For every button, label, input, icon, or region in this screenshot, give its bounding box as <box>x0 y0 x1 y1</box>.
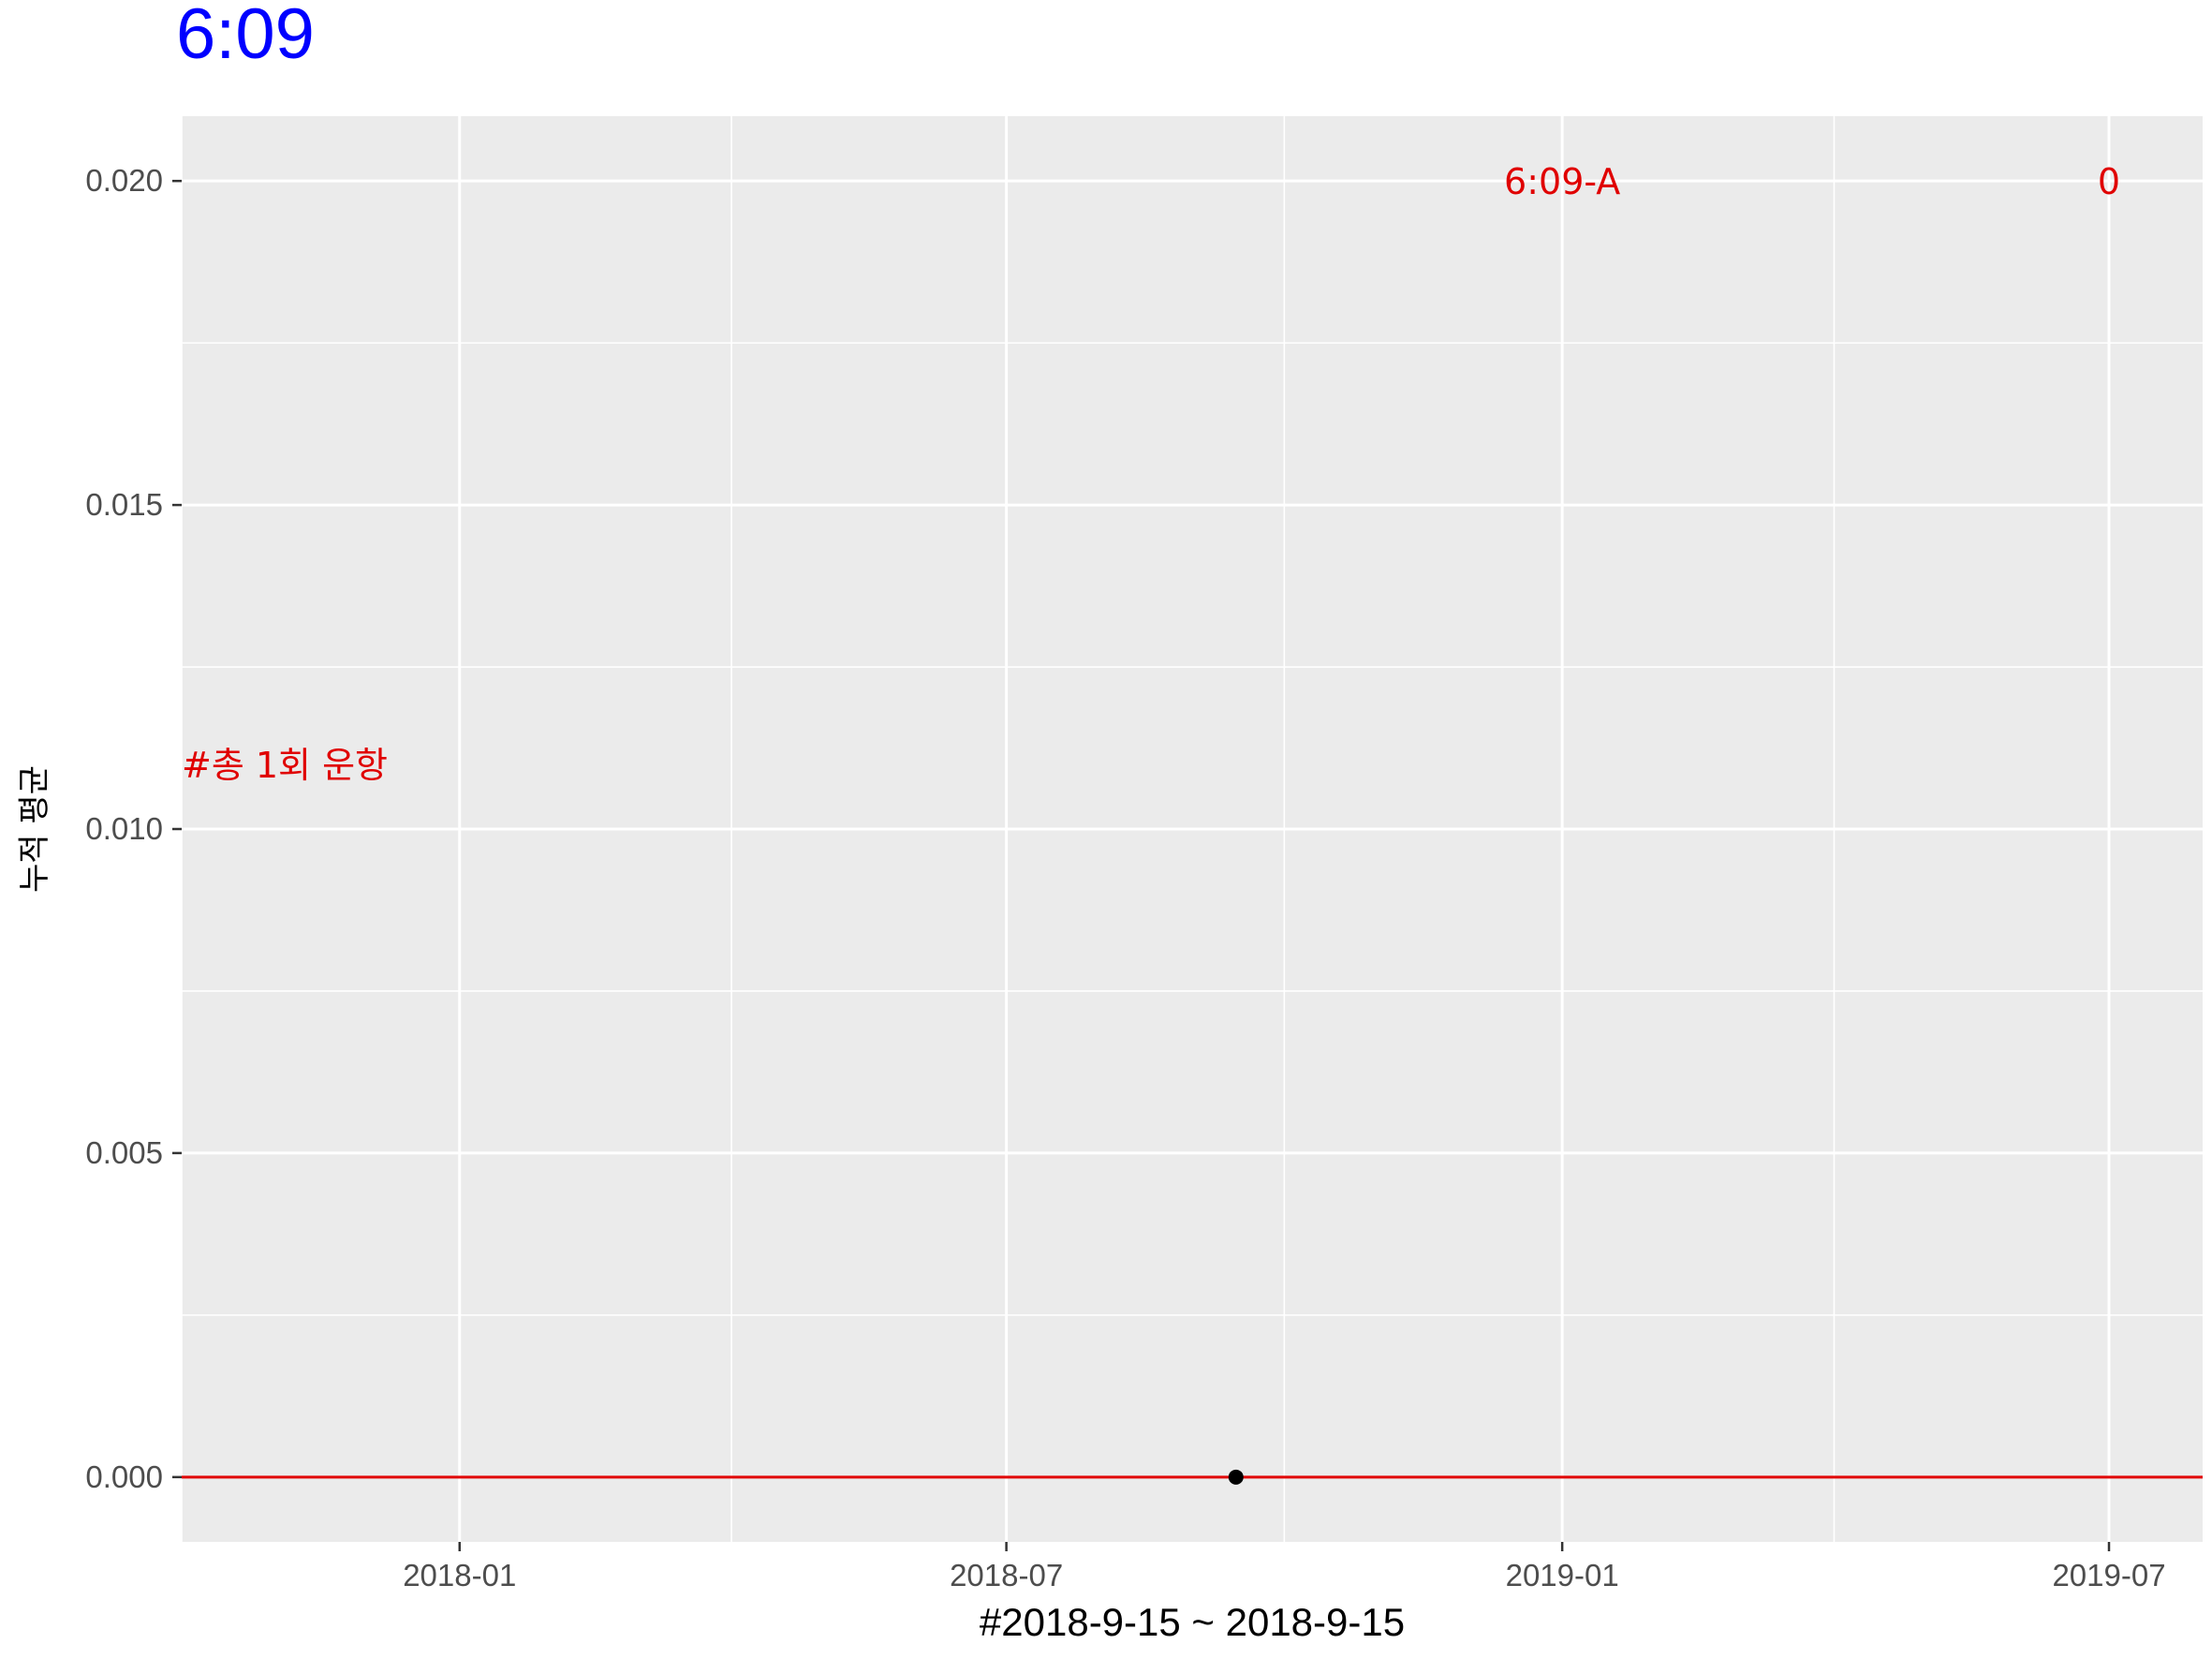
annotations: 6:09-A 0 #총 1회 운항 <box>182 161 2120 786</box>
y-tick-label: 0.000 <box>85 1459 163 1494</box>
annotation-label: 6:09-A <box>1504 161 1620 202</box>
y-tick-label: 0.010 <box>85 811 163 846</box>
x-tick-label: 2019-07 <box>2052 1558 2165 1592</box>
data-points <box>1228 1469 1244 1485</box>
y-tick-label: 0.015 <box>85 487 163 522</box>
x-tick-label: 2018-01 <box>403 1558 516 1592</box>
x-tick-label: 2018-07 <box>950 1558 1063 1592</box>
y-tick-label: 0.005 <box>85 1135 163 1170</box>
annotation-label: 0 <box>2098 161 2120 202</box>
x-axis: 2018-01 2018-07 2019-01 2019-07 <box>403 1542 2166 1592</box>
y-axis-title: 누적 평균 <box>16 765 53 893</box>
x-axis-title: #2018-9-15 ~ 2018-9-15 <box>980 1600 1405 1644</box>
annotation-label: #총 1회 운항 <box>182 745 388 786</box>
x-tick-label: 2019-01 <box>1506 1558 1619 1592</box>
data-point <box>1228 1469 1244 1485</box>
grid-major <box>182 116 2203 1542</box>
y-axis: 0.000 0.005 0.010 0.015 0.020 <box>85 163 182 1494</box>
chart-title: 6:09 <box>176 0 315 74</box>
y-tick-label: 0.020 <box>85 163 163 198</box>
